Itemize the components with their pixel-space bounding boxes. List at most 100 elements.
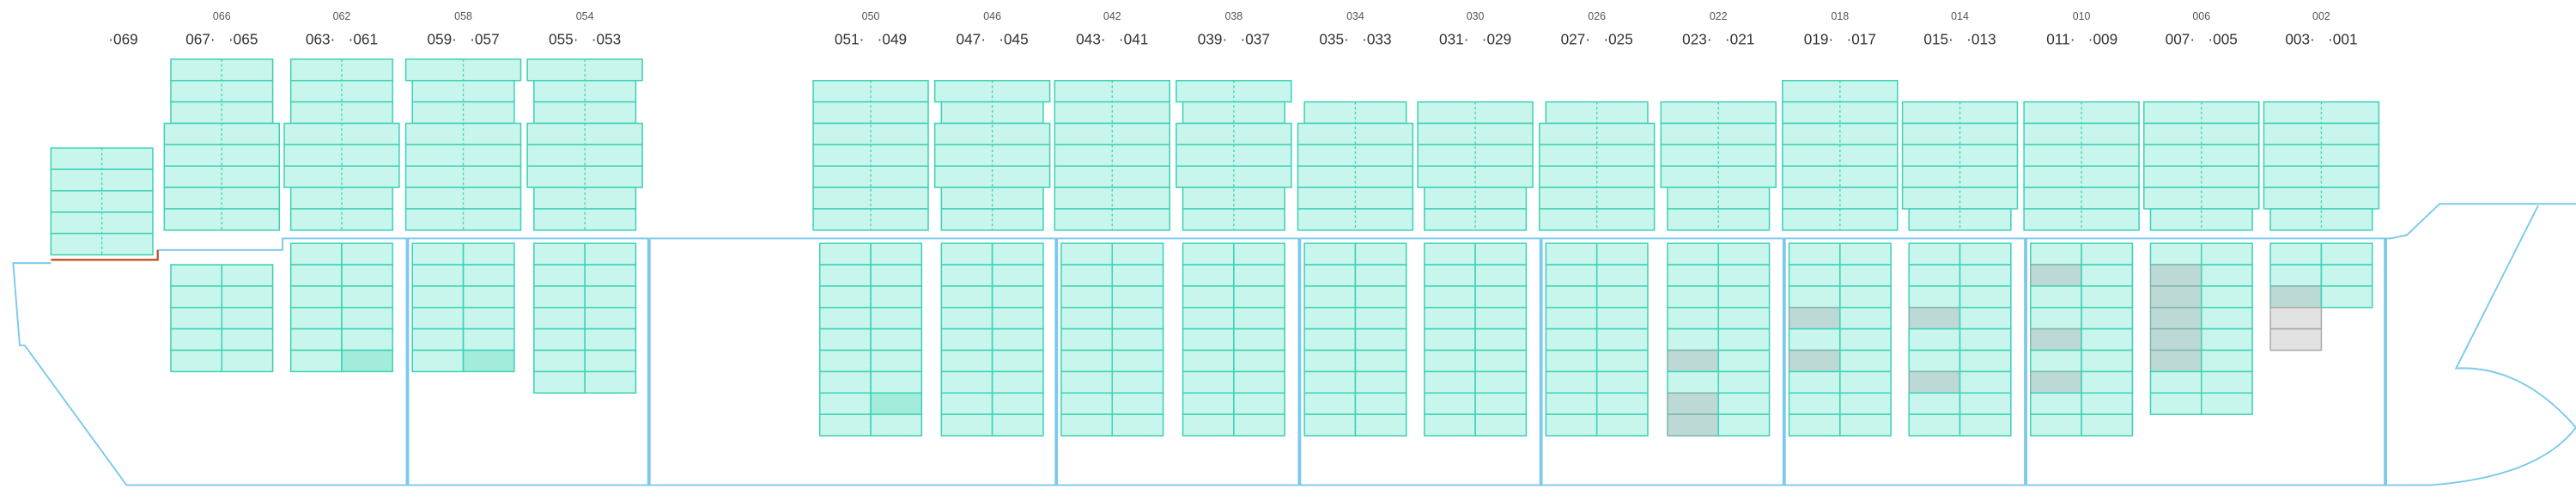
- container-slot: [1839, 327, 1892, 351]
- container-slot: [533, 285, 586, 309]
- container-slot: [1908, 264, 1961, 287]
- container-slot: [462, 242, 515, 266]
- bay-label-middle: 042: [1103, 10, 1121, 22]
- container-slot: [1303, 413, 1357, 437]
- container-slot: [1424, 285, 1476, 309]
- container-slot: [991, 413, 1044, 437]
- container-slot: [2269, 327, 2323, 351]
- bay-label-right: ·005: [2208, 31, 2237, 48]
- container-slot: [1233, 307, 1285, 330]
- container-slot: [2201, 392, 2253, 415]
- bay-label-left: 031·: [1439, 31, 1468, 48]
- container-slot: [1908, 327, 1961, 351]
- container-slot: [1474, 327, 1528, 351]
- container-slot: [818, 264, 872, 287]
- container-slot: [818, 242, 872, 266]
- container-slot: [2149, 307, 2202, 330]
- container-slot: [1595, 413, 1649, 437]
- container-slot: [341, 242, 394, 266]
- container-slot: [1667, 349, 1720, 373]
- container-slot: [2081, 307, 2134, 330]
- container-slot: [1667, 392, 1720, 415]
- container-slot: [462, 264, 515, 287]
- container-slot: [1233, 413, 1285, 437]
- container-slot: [584, 327, 637, 351]
- container-slot: [1788, 285, 1841, 309]
- container-slot: [940, 349, 993, 373]
- container-slot: [2320, 242, 2373, 266]
- container-slot: [1595, 242, 1649, 266]
- container-slot: [2269, 242, 2323, 266]
- container-slot: [870, 264, 923, 287]
- bay-label-left: 059·: [427, 31, 456, 48]
- bay-label-right: ·009: [2088, 31, 2117, 48]
- bay-label-middle: 010: [2073, 10, 2091, 22]
- container-slot: [1717, 327, 1771, 351]
- container-slot: [584, 264, 637, 287]
- container-slot: [1354, 370, 1407, 394]
- container-slot: [2081, 370, 2134, 394]
- container-slot: [462, 327, 515, 351]
- container-slot: [1111, 242, 1164, 266]
- container-slot: [1788, 349, 1841, 373]
- bay-label-middle: 062: [333, 10, 351, 22]
- container-slot: [2030, 370, 2082, 394]
- container-slot: [1667, 285, 1720, 309]
- container-slot: [1303, 392, 1357, 415]
- container-slot: [2320, 264, 2373, 287]
- container-slot: [818, 370, 872, 394]
- container-slot: [940, 370, 993, 394]
- container-slot: [1182, 349, 1235, 373]
- container-slot: [818, 413, 872, 437]
- container-slot: [818, 327, 872, 351]
- container-slot: [1060, 370, 1114, 394]
- bay-label-left: 019·: [1804, 31, 1833, 48]
- bay-label-middle: 018: [1831, 10, 1849, 22]
- container-slot: [1667, 413, 1720, 437]
- container-slot: [221, 327, 274, 351]
- bay-label-middle: 054: [576, 10, 594, 22]
- container-slot: [1788, 413, 1841, 437]
- bay-label-middle: 002: [2312, 10, 2330, 22]
- container-slot: [870, 242, 923, 266]
- container-slot: [1060, 285, 1114, 309]
- container-slot: [1474, 285, 1528, 309]
- container-slot: [991, 264, 1044, 287]
- container-slot: [1303, 349, 1357, 373]
- bay-label-left: 055·: [549, 31, 578, 48]
- container-slot: [1839, 413, 1892, 437]
- container-slot: [341, 327, 394, 351]
- container-slot: [341, 264, 394, 287]
- container-slot: [533, 264, 586, 287]
- container-slot: [1474, 349, 1528, 373]
- container-slot: [462, 307, 515, 330]
- container-slot: [1959, 242, 2012, 266]
- bay-label-middle: 030: [1467, 10, 1485, 22]
- container-slot: [411, 242, 465, 266]
- bay-label-right: ·069: [108, 31, 137, 48]
- container-slot: [170, 307, 223, 330]
- bay-labels: ·069 067· 066 ·065 063· 062 ·061 059· 058 ·057 055…: [108, 10, 2357, 48]
- bay-label-right: ·021: [1725, 31, 1754, 48]
- container-slot: [1424, 349, 1476, 373]
- container-slot: [1424, 242, 1476, 266]
- hull-outline: [12, 205, 2576, 486]
- container-slot: [1717, 349, 1771, 373]
- container-slot: [1474, 413, 1528, 437]
- container-slot: [1667, 370, 1720, 394]
- container-slot: [1545, 242, 1598, 266]
- container-slot: [1182, 242, 1235, 266]
- container-slot: [1354, 392, 1407, 415]
- bay-label-right: ·049: [878, 31, 907, 48]
- container-slot: [1959, 413, 2012, 437]
- bay-label-left: 007·: [2166, 31, 2195, 48]
- container-slot: [2081, 413, 2134, 437]
- container-slot: [2030, 327, 2082, 351]
- container-slot: [584, 285, 637, 309]
- container-slot: [1908, 413, 1961, 437]
- container-slot: [1474, 264, 1528, 287]
- container-slot: [991, 285, 1044, 309]
- container-slot: [2149, 327, 2202, 351]
- bay-label-left: 035·: [1319, 31, 1348, 48]
- bay-label-left: 003·: [2285, 31, 2314, 48]
